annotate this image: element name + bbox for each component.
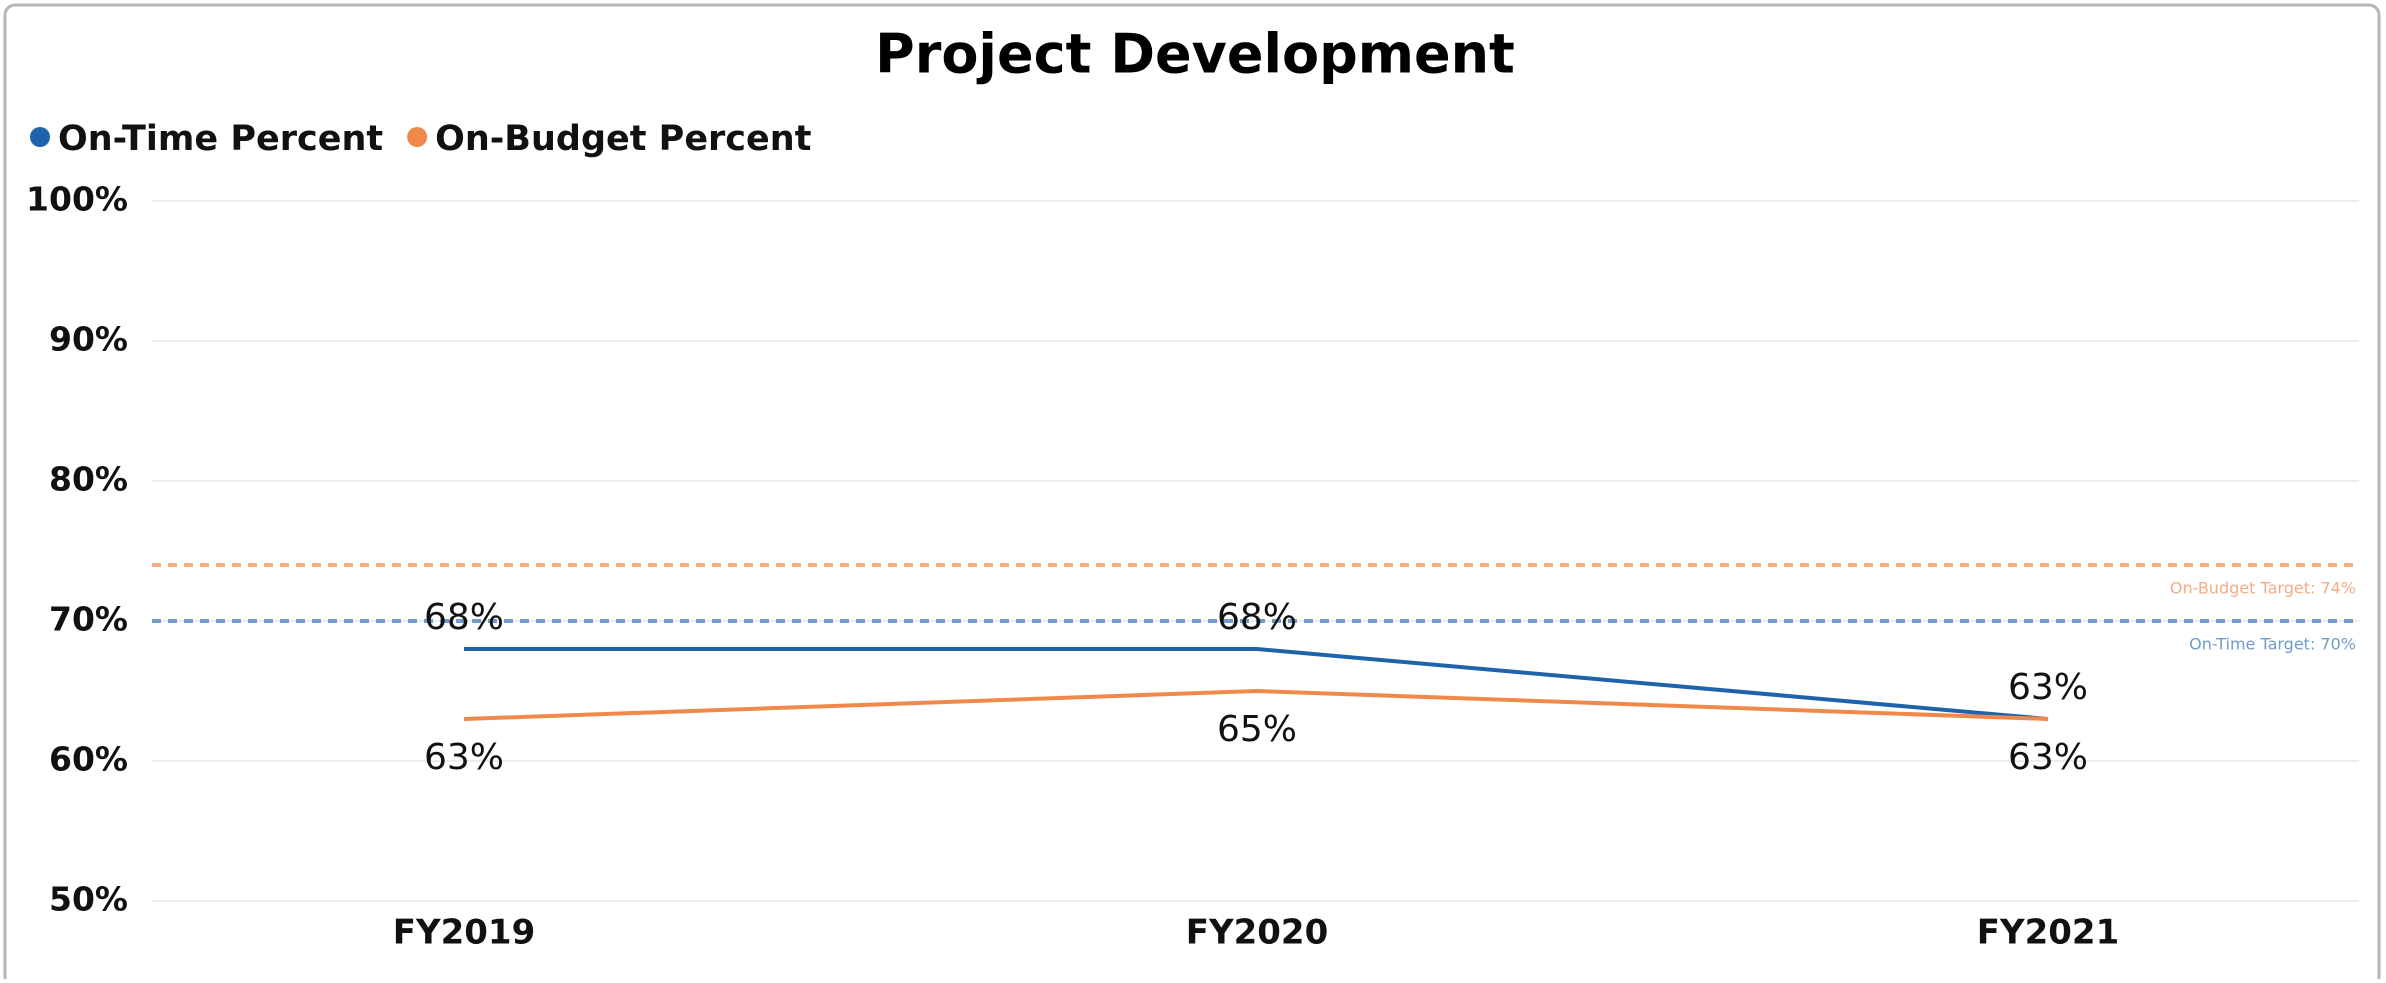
legend-marker bbox=[407, 127, 428, 147]
data-label: 65% bbox=[1217, 709, 1297, 750]
y-tick-label: 80% bbox=[49, 460, 128, 499]
y-tick-label: 60% bbox=[49, 740, 128, 779]
data-label: 68% bbox=[424, 597, 504, 638]
chart-title: Project Development bbox=[875, 23, 1515, 86]
x-tick-label: FY2020 bbox=[1186, 913, 1328, 953]
data-label: 63% bbox=[2008, 737, 2088, 778]
data-label: 68% bbox=[1217, 597, 1297, 638]
y-tick-label: 100% bbox=[26, 180, 128, 219]
legend-marker bbox=[30, 127, 50, 147]
data-label: 63% bbox=[2008, 667, 2088, 708]
reference-label: On-Budget Target: 74% bbox=[2170, 579, 2356, 598]
reference-label: On-Time Target: 70% bbox=[2189, 635, 2356, 654]
series-line bbox=[463, 688, 2049, 721]
frame bbox=[3, 3, 2381, 983]
x-tick-label: FY2019 bbox=[393, 913, 535, 953]
x-tick-label: FY2021 bbox=[1977, 913, 2119, 953]
legend-label: On-Budget Percent bbox=[435, 119, 811, 159]
y-tick-label: 90% bbox=[49, 320, 128, 359]
data-label: 63% bbox=[424, 737, 504, 778]
y-tick-label: 50% bbox=[49, 880, 128, 919]
legend-label: On-Time Percent bbox=[58, 119, 383, 159]
series-line bbox=[464, 647, 2049, 721]
y-tick-label: 70% bbox=[49, 600, 128, 639]
